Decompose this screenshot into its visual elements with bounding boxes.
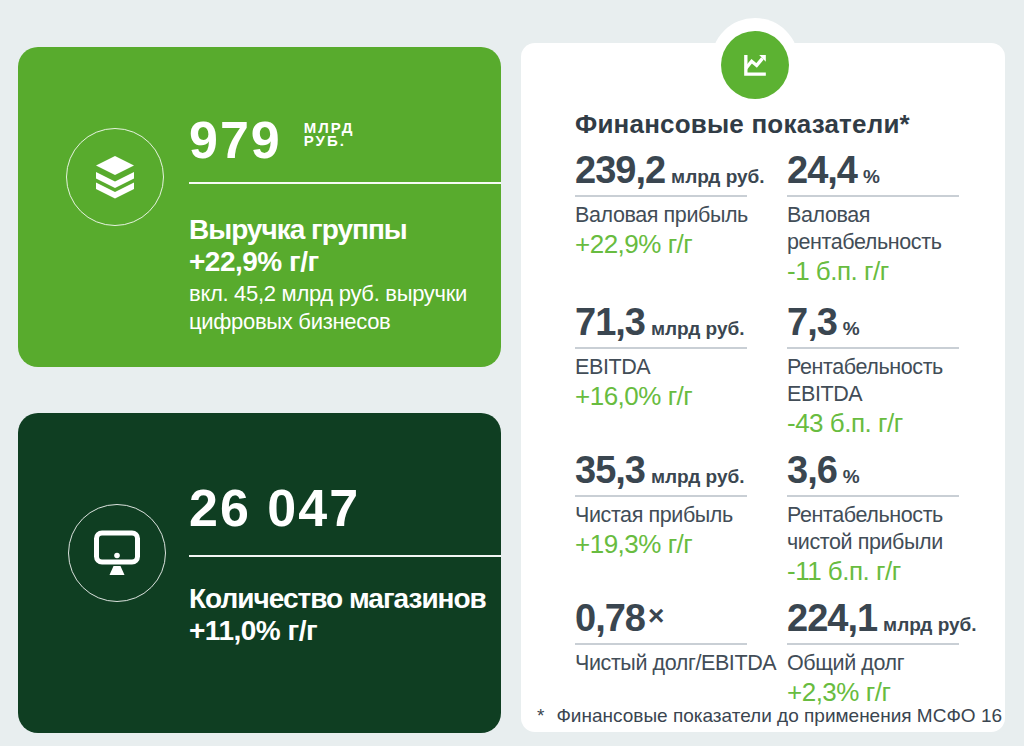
metric-value: 7,3 [787, 303, 837, 341]
metric-label: EBITDA [575, 354, 787, 381]
stores-title: Количество магазинов [189, 583, 501, 615]
metric-label: Рентабельность EBITDA [787, 354, 995, 408]
panel-title: Финансовые показатели* [575, 109, 910, 140]
metric-underline [575, 195, 747, 197]
metric-value: 224,1 [787, 599, 877, 637]
metric-change: -43 б.п. г/г [787, 408, 995, 438]
metric-unit: млрд руб. [651, 466, 745, 488]
metric-label: Валовая рентабельность [787, 202, 995, 256]
metric-change: +2,3% г/г [787, 677, 995, 707]
stores-change: +11,0% г/г [189, 615, 501, 647]
divider-line [189, 555, 501, 557]
layers-stack-icon [66, 128, 164, 226]
revenue-card: 979 МЛРД РУБ. Выручка группы +22,9% г/г … [18, 47, 501, 367]
stores-card: 26 047 Количество магазинов +11,0% г/г [18, 413, 501, 733]
metric-unit: % [843, 466, 860, 488]
metric-block: 71,3 млрд руб. EBITDA+16,0% г/г [575, 303, 787, 411]
stores-value: 26 047 [189, 481, 360, 535]
footnote-text: Финансовые показатели до применения МСФО… [556, 705, 1002, 727]
metric-block: 35,3 млрд руб. Чистая прибыль+19,3% г/г [575, 451, 787, 559]
metric-label: Чистый долг/EBITDA [575, 650, 787, 677]
financial-panel: Финансовые показатели* 239,2 млрд руб. Вал… [521, 43, 1005, 732]
stores-value-row: 26 047 [189, 481, 501, 535]
metric-unit: млрд руб. [651, 318, 745, 340]
footnote-marker: * [537, 705, 544, 727]
metric-unit: млрд руб. [883, 614, 977, 636]
metric-change: +16,0% г/г [575, 381, 787, 411]
metric-unit: × [648, 599, 664, 633]
metric-change: +19,3% г/г [575, 529, 787, 559]
revenue-value: 979 [189, 113, 282, 167]
metric-block: 3,6% Рентабельность чистой прибыли-11 б.п… [787, 451, 995, 586]
monitor-icon [68, 504, 166, 602]
metric-label: Рентабельность чистой прибыли [787, 502, 995, 556]
metric-label: Валовая прибыль [575, 202, 787, 229]
metric-value: 71,3 [575, 303, 645, 341]
metric-change: -11 б.п. г/г [787, 556, 995, 586]
metric-unit: % [863, 166, 880, 188]
revenue-change: +22,9% г/г [189, 246, 501, 278]
metric-underline [787, 643, 959, 645]
metric-label: Чистая прибыль [575, 502, 787, 529]
metric-block: 224,1 млрд руб. Общий долг+2,3% г/г [787, 599, 995, 707]
line-chart-icon [721, 31, 789, 99]
metric-underline [575, 643, 747, 645]
divider-line [189, 182, 501, 184]
metric-block: 239,2 млрд руб. Валовая прибыль+22,9% г/г [575, 151, 787, 259]
revenue-title: Выручка группы [189, 214, 501, 246]
metric-unit: млрд руб. [671, 166, 765, 188]
footnote: * Финансовые показатели до применения МС… [537, 705, 1002, 727]
revenue-value-row: 979 МЛРД РУБ. [189, 113, 501, 167]
metric-block: 24,4% Валовая рентабельность-1 б.п. г/г [787, 151, 995, 286]
metric-change: -1 б.п. г/г [787, 256, 995, 286]
metric-underline [575, 347, 747, 349]
metric-value: 0,78 [575, 599, 645, 637]
revenue-unit: МЛРД РУБ. [304, 113, 355, 147]
metric-block: 0,78× Чистый долг/EBITDA [575, 599, 787, 677]
metric-unit: % [843, 318, 860, 340]
metrics-grid: 239,2млрд руб.Валовая прибыль+22,9% г/г2… [575, 151, 995, 707]
metric-underline [787, 347, 959, 349]
revenue-note: вкл. 45,2 млрд руб. выручки цифровых биз… [189, 280, 501, 336]
metric-value: 239,2 [575, 151, 665, 189]
metric-value: 24,4 [787, 151, 857, 189]
metric-label: Общий долг [787, 650, 995, 677]
metric-block: 7,3% Рентабельность EBITDA-43 б.п. г/г [787, 303, 995, 438]
metric-value: 35,3 [575, 451, 645, 489]
metric-value: 3,6 [787, 451, 837, 489]
metric-underline [575, 495, 747, 497]
metric-underline [787, 495, 959, 497]
metric-change: +22,9% г/г [575, 229, 787, 259]
metric-underline [787, 195, 959, 197]
